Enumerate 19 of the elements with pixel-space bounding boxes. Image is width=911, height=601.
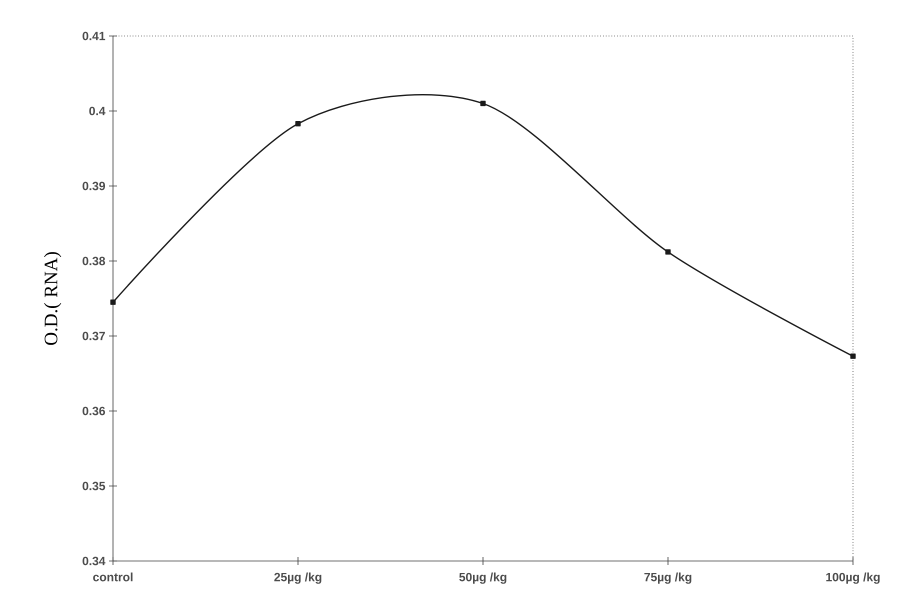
x-tick-label: 50µg /kg bbox=[459, 572, 506, 584]
y-tick-label: 0.37 bbox=[82, 332, 105, 340]
point bbox=[480, 100, 486, 106]
point bbox=[665, 249, 671, 255]
y-tick-label: 0.38 bbox=[82, 256, 106, 266]
point bbox=[295, 121, 301, 126]
y-tick-label: 0.34 bbox=[82, 556, 106, 566]
point bbox=[850, 354, 856, 359]
x-tick-label: 100µg /kg bbox=[826, 572, 880, 584]
y-tick-label: 0.36 bbox=[82, 406, 106, 416]
y-axis-title: O.D.( RNA) bbox=[44, 252, 62, 345]
x-tick-label: control bbox=[93, 572, 132, 582]
y-tick-label: 0.4 bbox=[89, 106, 106, 116]
y-tick-label: 0.35 bbox=[82, 482, 106, 490]
y-tick-label: 0.39 bbox=[82, 182, 106, 190]
x-tick-label: 25µg /kg bbox=[274, 572, 322, 584]
x-tick-label: 75µg /kg bbox=[644, 572, 692, 584]
point bbox=[110, 300, 116, 305]
y-tick-label: 0.41 bbox=[82, 32, 106, 40]
